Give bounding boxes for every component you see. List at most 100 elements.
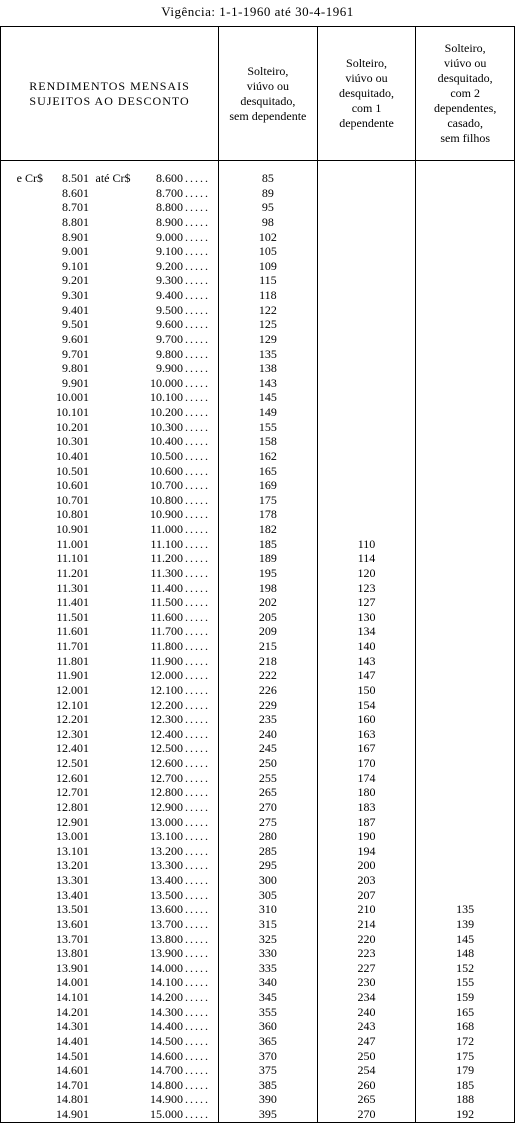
value-col3 [416, 493, 515, 508]
value-col2 [317, 244, 416, 259]
value-col3 [416, 288, 515, 303]
value-col1: 122 [219, 303, 318, 318]
value-col1: 355 [219, 1005, 318, 1020]
income-range: 11.30111.400..... [1, 581, 219, 596]
value-col3 [416, 361, 515, 376]
table-row: 13.20113.300.....295200 [1, 858, 515, 873]
value-col3 [416, 858, 515, 873]
value-col2: 114 [317, 551, 416, 566]
value-col1: 118 [219, 288, 318, 303]
value-col1: 285 [219, 844, 318, 859]
table-row: 14.00114.100.....340230155 [1, 975, 515, 990]
value-col2: 214 [317, 917, 416, 932]
income-range: 13.60113.700..... [1, 917, 219, 932]
hdr-col1: Solteiro,viúvo oudesquitado,sem dependen… [219, 27, 318, 161]
value-col1: 226 [219, 683, 318, 698]
value-col3 [416, 566, 515, 581]
income-range: 10.00110.100..... [1, 390, 219, 405]
income-range: 12.10112.200..... [1, 698, 219, 713]
table-row: 12.80112.900.....270183 [1, 800, 515, 815]
table-row: 13.10113.200.....285194 [1, 844, 515, 859]
value-col2 [317, 390, 416, 405]
value-col2 [317, 507, 416, 522]
table-row: 10.00110.100.....145 [1, 390, 515, 405]
income-range: 9.8019.900..... [1, 361, 219, 376]
value-col1: 189 [219, 551, 318, 566]
hdr-col2: Solteiro,viúvo oudesquitado,com 1depende… [317, 27, 416, 161]
value-col1: 138 [219, 361, 318, 376]
table-row: 11.60111.700.....209134 [1, 624, 515, 639]
value-col3 [416, 405, 515, 420]
value-col2 [317, 215, 416, 230]
value-col2: 194 [317, 844, 416, 859]
table-row: 13.50113.600.....310210135 [1, 902, 515, 917]
value-col2: 234 [317, 990, 416, 1005]
table-row: 10.30110.400.....158 [1, 434, 515, 449]
income-range: 13.30113.400..... [1, 873, 219, 888]
value-col2: 207 [317, 888, 416, 903]
table-row: 8.8018.900.....98 [1, 215, 515, 230]
table-row: 14.10114.200.....345234159 [1, 990, 515, 1005]
value-col3 [416, 478, 515, 493]
value-col2: 240 [317, 1005, 416, 1020]
value-col2: 123 [317, 581, 416, 596]
income-range: 11.50111.600..... [1, 610, 219, 625]
value-col3 [416, 639, 515, 654]
value-col3: 155 [416, 975, 515, 990]
income-range: 14.30114.400..... [1, 1019, 219, 1034]
value-col3 [416, 785, 515, 800]
table-row: 9.0019.100.....105 [1, 244, 515, 259]
table-row: e Cr$8.501até Cr$8.600.....85 [1, 171, 515, 186]
table-row: 14.70114.800.....385260185 [1, 1078, 515, 1093]
table-row: 14.30114.400.....360243168 [1, 1019, 515, 1034]
value-col2 [317, 288, 416, 303]
value-col2: 150 [317, 683, 416, 698]
income-range: 12.40112.500..... [1, 741, 219, 756]
value-col3 [416, 727, 515, 742]
value-col2 [317, 361, 416, 376]
value-col1: 102 [219, 230, 318, 245]
value-col1: 89 [219, 186, 318, 201]
value-col3 [416, 332, 515, 347]
value-col1: 250 [219, 756, 318, 771]
value-col2: 265 [317, 1092, 416, 1107]
value-col3 [416, 668, 515, 683]
value-col3 [416, 522, 515, 537]
value-col3 [416, 464, 515, 479]
table-row: 11.80111.900.....218143 [1, 654, 515, 669]
value-col1: 85 [219, 171, 318, 186]
value-col2: 187 [317, 815, 416, 830]
value-col2: 160 [317, 712, 416, 727]
hdr-income-l1: RENDIMENTOS MENSAIS [29, 79, 189, 93]
value-col3 [416, 230, 515, 245]
tax-table: RENDIMENTOS MENSAIS SUJEITOS AO DESCONTO… [0, 26, 515, 1123]
table-row: 9.4019.500.....122 [1, 303, 515, 318]
value-col1: 155 [219, 420, 318, 435]
income-range: 10.60110.700..... [1, 478, 219, 493]
value-col1: 182 [219, 522, 318, 537]
value-col3 [416, 698, 515, 713]
value-col1: 209 [219, 624, 318, 639]
income-range: 8.7018.800..... [1, 200, 219, 215]
value-col3: 159 [416, 990, 515, 1005]
value-col2 [317, 493, 416, 508]
table-row: 10.10110.200.....149 [1, 405, 515, 420]
value-col2: 167 [317, 741, 416, 756]
value-col1: 135 [219, 347, 318, 362]
table-row: 12.40112.500.....245167 [1, 741, 515, 756]
income-range: 11.70111.800..... [1, 639, 219, 654]
table-row: 14.50114.600.....370250175 [1, 1049, 515, 1064]
table-row: 9.5019.600.....125 [1, 317, 515, 332]
value-col2: 200 [317, 858, 416, 873]
value-col3 [416, 244, 515, 259]
value-col1: 315 [219, 917, 318, 932]
value-col3 [416, 741, 515, 756]
table-row: 14.40114.500.....365247172 [1, 1034, 515, 1049]
value-col2: 130 [317, 610, 416, 625]
value-col3: 148 [416, 946, 515, 961]
income-range: 13.70113.800..... [1, 932, 219, 947]
value-col2: 180 [317, 785, 416, 800]
value-col2: 220 [317, 932, 416, 947]
value-col2 [317, 478, 416, 493]
table-row: 10.40110.500.....162 [1, 449, 515, 464]
